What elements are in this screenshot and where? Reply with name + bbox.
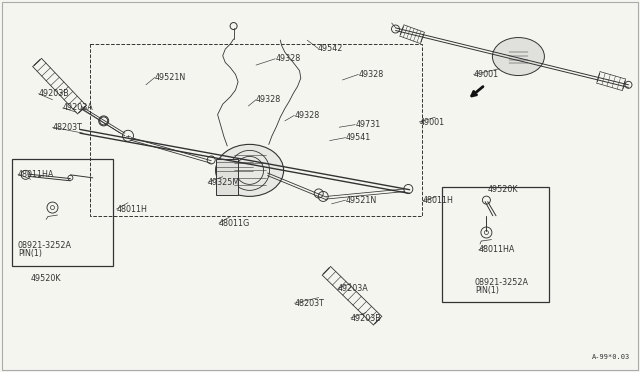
Text: 49328: 49328 <box>275 54 300 63</box>
Text: 49731: 49731 <box>355 120 380 129</box>
Ellipse shape <box>216 144 284 196</box>
Bar <box>442 187 549 302</box>
Text: 08921-3252A: 08921-3252A <box>18 241 72 250</box>
Text: 08921-3252A: 08921-3252A <box>475 278 529 287</box>
Text: 49542: 49542 <box>318 44 344 53</box>
Text: PIN(1): PIN(1) <box>18 249 42 258</box>
Text: PIN(1): PIN(1) <box>475 286 499 295</box>
Text: 49001: 49001 <box>419 118 444 126</box>
Text: 49203A: 49203A <box>338 284 369 293</box>
Text: 49203A: 49203A <box>63 103 93 112</box>
Bar <box>12 159 113 266</box>
Bar <box>90 44 422 216</box>
Ellipse shape <box>492 38 545 76</box>
Text: 49520K: 49520K <box>31 274 61 283</box>
Text: 48203T: 48203T <box>52 123 83 132</box>
Text: 49203B: 49203B <box>351 314 381 323</box>
Bar <box>216 159 238 195</box>
Text: 49001: 49001 <box>474 70 499 79</box>
Text: 49203B: 49203B <box>38 89 69 98</box>
Text: 49521N: 49521N <box>346 196 377 205</box>
Text: 48011H: 48011H <box>116 205 147 214</box>
Text: A-99*0.03: A-99*0.03 <box>592 354 630 360</box>
Text: 49328: 49328 <box>256 95 281 104</box>
Text: 49328: 49328 <box>358 70 383 79</box>
Text: 49541: 49541 <box>346 133 371 142</box>
Text: 48011HA: 48011HA <box>18 170 54 179</box>
Text: 49328: 49328 <box>294 111 319 120</box>
Text: 48011G: 48011G <box>219 219 250 228</box>
Text: 49521N: 49521N <box>155 73 186 82</box>
Text: 49520K: 49520K <box>488 185 518 194</box>
Text: 48011H: 48011H <box>422 196 453 205</box>
Text: 48203T: 48203T <box>294 299 324 308</box>
Text: 49325M: 49325M <box>208 178 240 187</box>
Text: 48011HA: 48011HA <box>479 246 515 254</box>
